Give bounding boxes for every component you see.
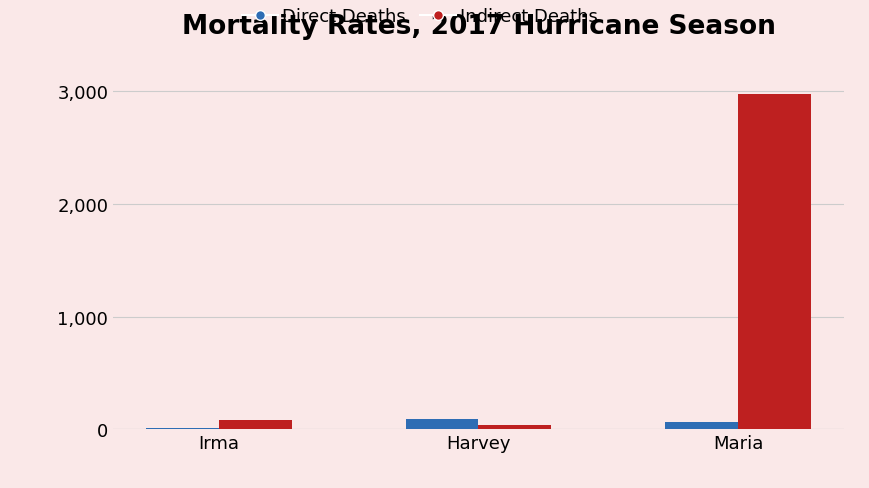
Bar bbox=[146, 428, 219, 429]
Bar bbox=[665, 422, 737, 429]
Bar bbox=[219, 420, 291, 429]
Bar bbox=[478, 425, 551, 429]
Title: Mortality Rates, 2017 Hurricane Season: Mortality Rates, 2017 Hurricane Season bbox=[182, 14, 774, 40]
Legend: Direct Deaths, Indirect Deaths: Direct Deaths, Indirect Deaths bbox=[235, 1, 604, 33]
Bar bbox=[405, 419, 478, 429]
Bar bbox=[737, 95, 810, 429]
